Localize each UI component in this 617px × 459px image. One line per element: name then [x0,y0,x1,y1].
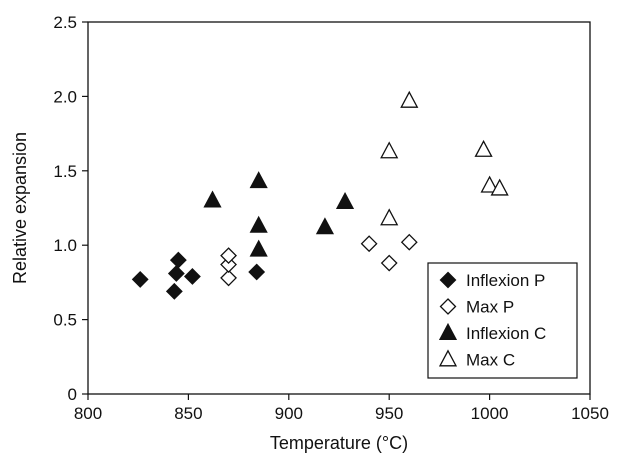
y-tick-label: 1.0 [53,236,77,255]
x-axis-ticks: 800 850 900 950 1000 1050 [74,394,609,423]
data-point-max-c [490,178,509,196]
y-axis-label: Relative expansion [10,132,30,284]
data-point-inflexion-c [249,239,268,257]
legend-label-inflexion-p: Inflexion P [466,271,545,290]
legend-marker-max-c [438,349,458,367]
data-point-inflexion-p [131,271,149,288]
data-point-inflexion-p [183,268,201,285]
data-point-inflexion-c [249,171,268,189]
data-point-max-p [360,235,378,253]
legend-marker-inflexion-p [439,271,457,289]
x-tick-label: 800 [74,404,102,423]
legend-label-inflexion-c: Inflexion C [466,324,546,343]
x-tick-label: 1050 [571,404,609,423]
data-points [131,90,509,300]
data-point-inflexion-c [335,191,355,209]
data-point-inflexion-p [167,265,185,282]
data-point-inflexion-p [165,282,183,300]
x-tick-label: 900 [275,404,303,423]
data-point-max-p [220,247,237,265]
data-point-max-c [474,139,493,157]
data-point-inflexion-c [249,215,268,233]
data-point-max-p [220,256,237,273]
legend-marker-max-p [439,298,457,315]
data-point-max-c [400,90,419,108]
x-tick-label: 950 [375,404,403,423]
x-axis-label: Temperature (°C) [270,433,408,453]
y-tick-label: 1.5 [53,162,77,181]
legend-marker-inflexion-c [438,322,458,340]
y-tick-label: 2.5 [53,13,77,32]
data-point-max-c [380,141,399,159]
data-point-max-p [220,269,237,287]
legend-label-max-c: Max C [466,351,515,370]
legend: Inflexion P Max P Inflexion C Max C [427,262,578,379]
x-tick-label: 850 [174,404,202,423]
y-tick-label: 0 [68,385,77,404]
y-axis-ticks: 0 0.5 1.0 1.5 2.0 2.5 [53,13,88,404]
data-point-max-c [480,175,499,193]
data-point-inflexion-c [203,190,222,208]
x-tick-label: 1000 [471,404,509,423]
data-point-max-p [380,254,398,272]
y-tick-label: 0.5 [53,311,77,330]
y-tick-label: 2.0 [53,87,77,106]
data-point-max-c [380,208,399,226]
plot-frame [87,21,591,395]
data-point-max-p [400,233,418,251]
legend-label-max-p: Max P [466,298,514,317]
data-point-inflexion-p [248,263,266,281]
data-point-inflexion-c [315,217,335,235]
data-point-inflexion-p [169,251,187,269]
